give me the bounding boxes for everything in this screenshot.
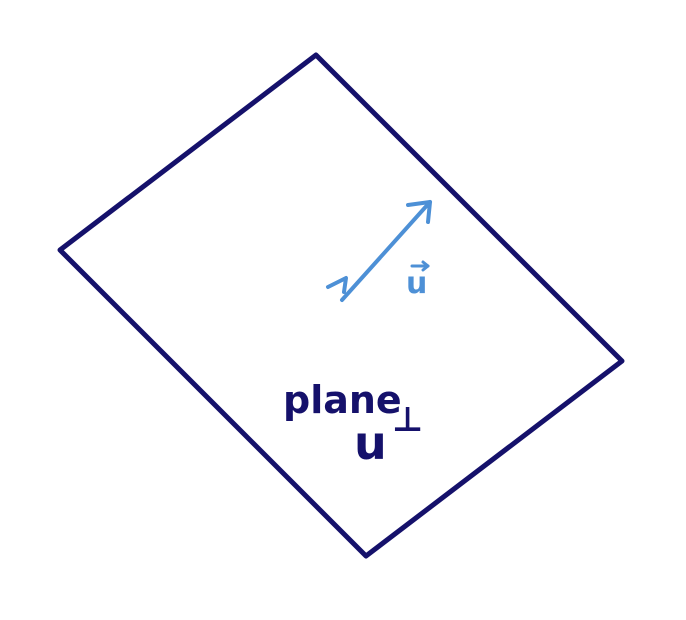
vector-u-arrow — [326, 200, 432, 302]
vector-u-label-group: u — [406, 260, 430, 301]
plane-label: plane — [283, 378, 402, 422]
vector-u-label-accent-head — [421, 260, 430, 272]
plane-shape — [57, 52, 625, 559]
perp-label-superscript: ⊥ — [392, 400, 423, 440]
vector-u-shaft — [340, 200, 432, 302]
vector-u-tail-mark — [326, 276, 348, 294]
vector-u-arrowhead — [406, 200, 432, 224]
vector-u-label: u — [406, 266, 427, 301]
perp-label-base: u — [354, 416, 387, 470]
